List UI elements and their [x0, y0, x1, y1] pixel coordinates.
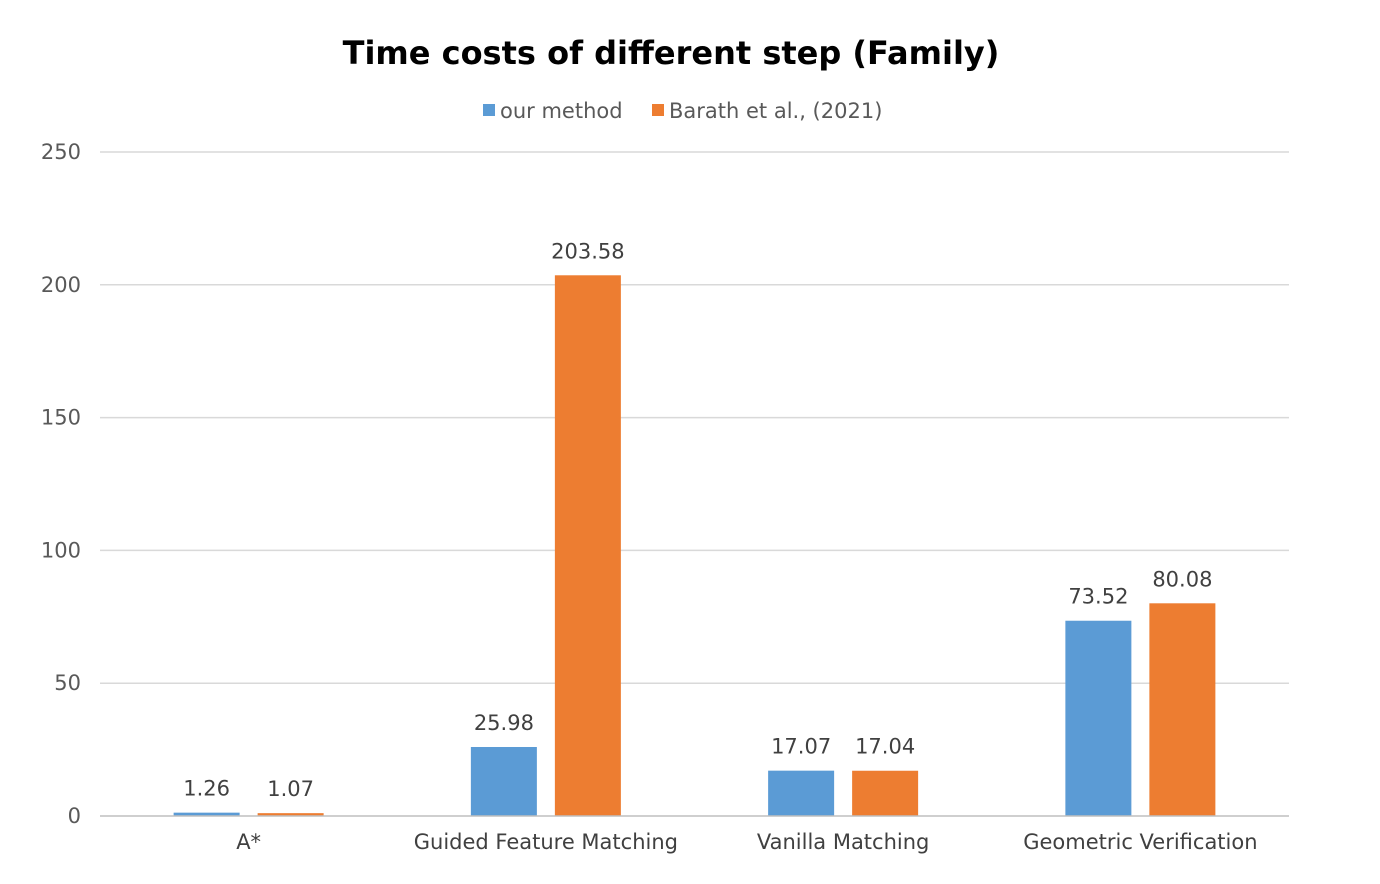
x-category-label: Guided Feature Matching	[414, 830, 678, 854]
bar-our-method-2	[768, 770, 835, 816]
bar-barath-1	[554, 275, 621, 817]
bar-barath-0	[257, 813, 324, 816]
y-tick-label: 150	[41, 406, 81, 430]
x-category-label: Vanilla Matching	[757, 830, 930, 854]
legend-entry-barath: Barath et al., (2021)	[669, 99, 882, 123]
data-label: 1.07	[267, 777, 314, 801]
bar-barath-3	[1149, 603, 1216, 816]
bar-our-method-0	[173, 812, 240, 816]
data-label: 17.07	[771, 735, 831, 759]
data-label: 1.26	[183, 777, 230, 801]
legend-swatch-our-method	[483, 104, 495, 116]
y-tick-label: 100	[41, 538, 81, 562]
legend: our method Barath et al., (2021)	[483, 99, 882, 123]
y-tick-label: 250	[41, 140, 81, 164]
bars	[173, 275, 1216, 817]
x-category-label: Geometric Verification	[1023, 830, 1257, 854]
bar-our-method-3	[1065, 620, 1132, 816]
x-axis-categories: A* Guided Feature Matching Vanilla Matchin…	[236, 830, 1257, 854]
legend-swatch-barath	[652, 104, 664, 116]
y-tick-label: 200	[41, 273, 81, 297]
data-label: 17.04	[855, 735, 915, 759]
y-tick-label: 0	[68, 804, 81, 828]
data-label: 80.08	[1152, 567, 1212, 591]
x-category-label: A*	[236, 830, 261, 854]
data-label: 73.52	[1068, 585, 1128, 609]
data-label: 25.98	[474, 711, 534, 735]
bar-our-method-1	[470, 746, 537, 816]
y-axis-ticks: 0 50 100 150 200 250	[41, 140, 81, 828]
data-label: 203.58	[551, 239, 624, 263]
bar-barath-2	[852, 770, 919, 816]
chart-title: Time costs of different step (Family)	[343, 34, 1000, 72]
legend-entry-our-method: our method	[500, 99, 623, 123]
data-labels: 1.26 1.07 25.98 203.58 17.07 17.04 73.52 80.08	[183, 239, 1212, 801]
y-tick-label: 50	[54, 671, 81, 695]
